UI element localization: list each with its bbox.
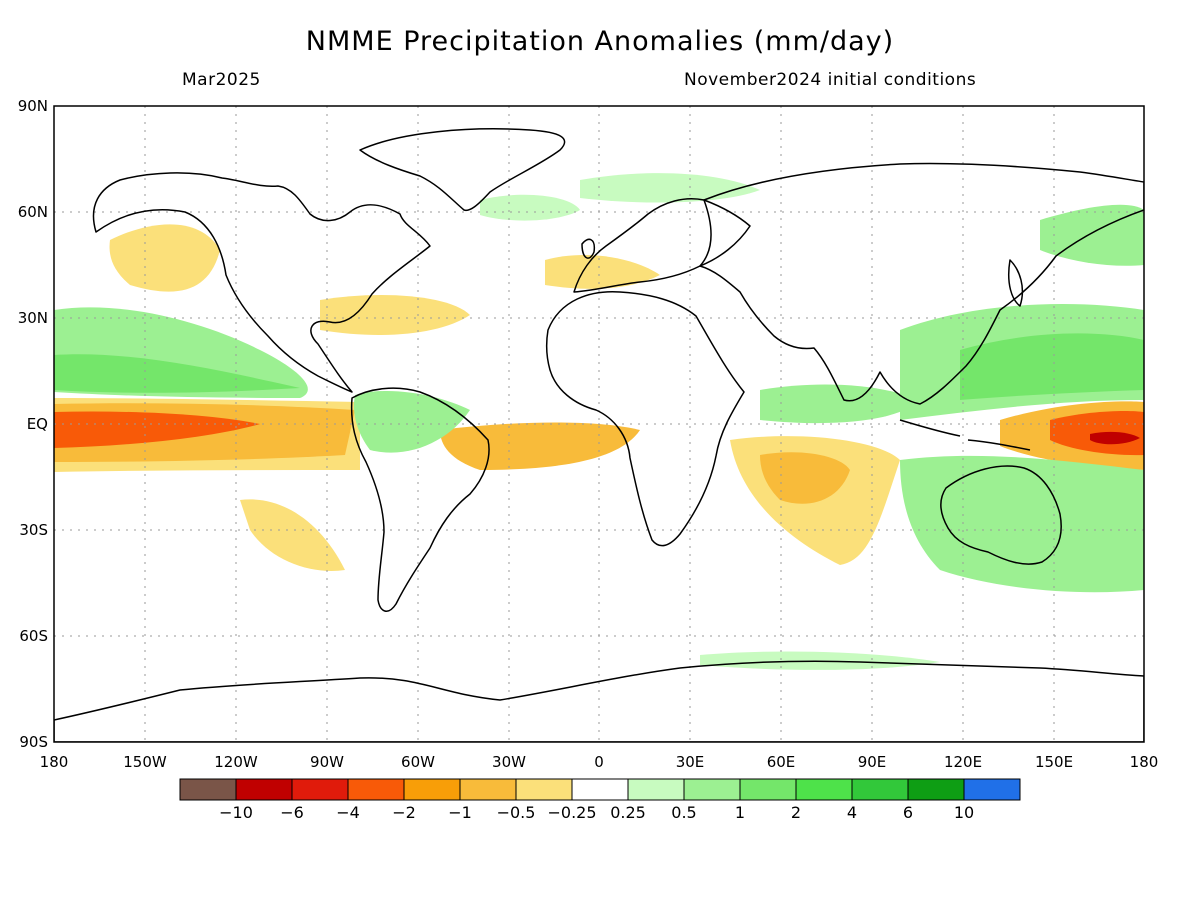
map-frame <box>53 105 1145 743</box>
lat-axis: 90N 60N 30N EQ 30S 60S 90S <box>18 97 48 751</box>
colorbar-swatch <box>907 778 965 801</box>
coastline-europe <box>573 198 751 293</box>
lon-label-90e: 90E <box>858 753 887 771</box>
anomaly-fields <box>54 173 1144 670</box>
colorbar-swatch <box>179 778 237 801</box>
lon-label-180e: 180 <box>1130 753 1159 771</box>
colorbar-label: 2 <box>791 803 801 822</box>
colorbar-label: 6 <box>903 803 913 822</box>
colorbar-swatch <box>963 778 1021 801</box>
colorbar-label: 1 <box>735 803 745 822</box>
colorbar-swatch <box>515 778 573 801</box>
lon-label-120w: 120W <box>214 753 258 771</box>
anomaly-region-arctic-wet <box>480 194 580 221</box>
colorbar-swatch <box>851 778 909 801</box>
anomaly-region-westpac-dry-core <box>1090 431 1140 445</box>
colorbar-swatch <box>403 778 461 801</box>
coastline-uk <box>581 238 596 259</box>
coastline-north-america <box>92 172 431 393</box>
colorbar-swatch <box>571 778 629 801</box>
lon-label-150w: 150W <box>123 753 167 771</box>
colorbar-label: 0.25 <box>610 803 646 822</box>
colorbar-label: −4 <box>336 803 360 822</box>
lat-label-60n: 60N <box>18 203 48 221</box>
colorbar-label: 10 <box>954 803 974 822</box>
coastline-greenland <box>359 128 566 212</box>
anomaly-region-npac-wet-core <box>54 354 300 393</box>
colorbar-swatch <box>683 778 741 801</box>
colorbar-swatch <box>795 778 853 801</box>
anomaly-region-natlantic-dry <box>320 295 470 335</box>
lon-label-30w: 30W <box>492 753 526 771</box>
colorbar-label: −0.5 <box>497 803 536 822</box>
coastlines <box>54 128 1144 742</box>
map-title: NMME Precipitation Anomalies (mm/day) <box>305 26 895 57</box>
anomaly-region-samerica-wet <box>353 390 470 453</box>
lat-label-eq: EQ <box>27 415 48 433</box>
initial-conditions: November2024 initial conditions <box>684 70 977 90</box>
lat-label-90s: 90S <box>19 733 48 751</box>
colorbar-swatch <box>291 778 349 801</box>
lon-label-60w: 60W <box>401 753 435 771</box>
anomaly-region-australia-wet <box>900 455 1144 593</box>
colorbar-swatch <box>235 778 293 801</box>
colorbar-swatch <box>627 778 685 801</box>
anomaly-region-pacific-dry-strong <box>54 411 260 448</box>
anomaly-region-atlantic-dry <box>440 422 640 470</box>
colorbar: −10 −6 −4 −2 −1 −0.5 −0.25 0.25 0.5 1 2 4 6 10 <box>179 778 1021 822</box>
lat-label-90n: 90N <box>18 97 48 115</box>
colorbar-label: 4 <box>847 803 857 822</box>
colorbar-label: −0.25 <box>547 803 596 822</box>
anomaly-region-europe-dry <box>545 255 660 289</box>
colorbar-label: −1 <box>448 803 472 822</box>
coastline-indonesia <box>899 419 1031 451</box>
anomaly-region-asia-wet-core <box>960 333 1144 400</box>
anomaly-region-nwamerica-dry <box>109 224 220 292</box>
lon-axis: 180 150W 120W 90W 60W 30W 0 30E 60E 90E … <box>40 753 1159 771</box>
anomaly-region-siberia-wet <box>580 173 760 203</box>
lon-label-30e: 30E <box>676 753 705 771</box>
anomaly-region-indian-wet <box>760 384 920 424</box>
colorbar-swatch <box>739 778 797 801</box>
lat-label-60s: 60S <box>19 627 48 645</box>
lat-label-30s: 30S <box>19 521 48 539</box>
lon-label-150e: 150E <box>1035 753 1073 771</box>
coastline-australia <box>940 465 1062 565</box>
colorbar-label: −6 <box>280 803 304 822</box>
graticule <box>54 106 1144 742</box>
anomaly-region-spac-dry <box>240 499 345 571</box>
forecast-month: Mar2025 <box>182 70 261 90</box>
lat-label-30n: 30N <box>18 309 48 327</box>
coastline-africa <box>545 291 745 547</box>
colorbar-label: 0.5 <box>671 803 696 822</box>
lon-label-120e: 120E <box>944 753 982 771</box>
coastline-antarctica <box>54 660 1144 742</box>
colorbar-label: −10 <box>219 803 253 822</box>
colorbar-swatch <box>347 778 405 801</box>
lon-label-60e: 60E <box>767 753 796 771</box>
coastline-japan <box>1008 259 1024 307</box>
coastline-asia <box>699 162 1144 405</box>
coastline-south-america <box>350 387 490 612</box>
colorbar-swatch <box>459 778 517 801</box>
anomaly-region-sindian-dry-core <box>760 452 850 504</box>
lon-label-0: 0 <box>594 753 604 771</box>
lon-label-90w: 90W <box>310 753 344 771</box>
colorbar-label: −2 <box>392 803 416 822</box>
lon-label-180w: 180 <box>40 753 69 771</box>
